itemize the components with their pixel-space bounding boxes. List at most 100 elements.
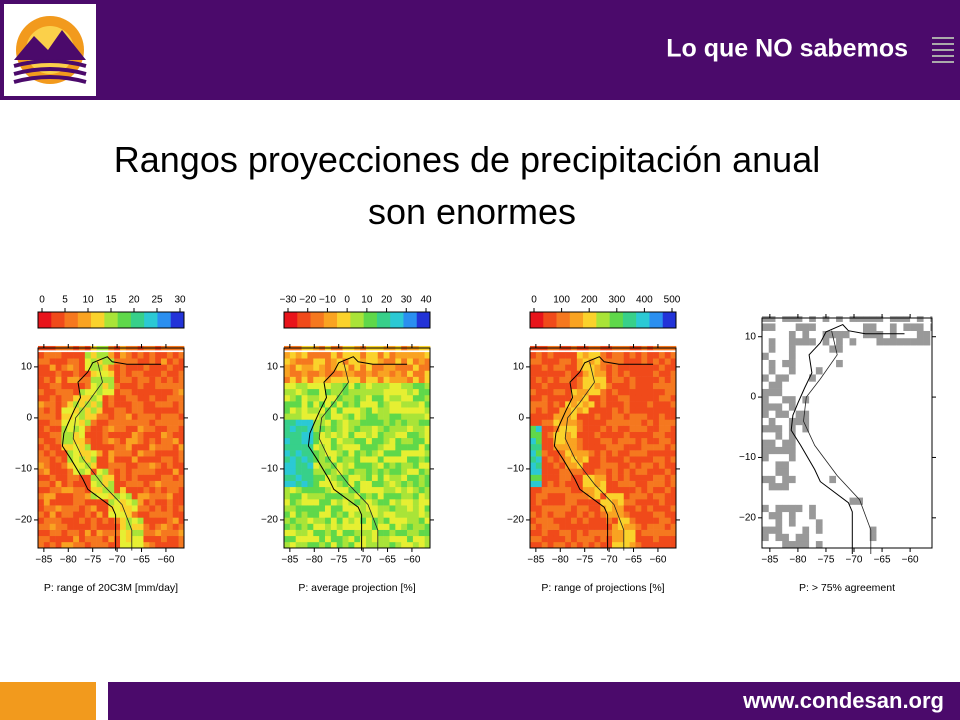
map-cell [418,456,425,463]
map-cell [79,431,86,439]
map-cell [571,505,578,512]
map-cell [371,437,379,445]
map-cell [289,376,297,383]
map-cell [842,453,850,462]
map-cell [155,376,162,383]
map-cell [161,388,168,396]
map-cell [137,456,144,463]
map-cell [571,486,578,494]
map-cell [412,382,420,390]
map-cell [883,366,891,375]
map-cell [594,535,601,543]
map-cell [658,492,666,500]
map-cell [664,456,671,463]
map-cell [354,376,361,383]
map-cell [588,370,595,377]
map-cell [38,499,45,506]
map-cell [166,388,174,396]
map-cell [313,511,320,518]
map-cell [401,529,408,537]
map-cell [49,462,56,469]
map-cell [336,535,343,543]
map-cell [348,529,355,537]
map-cell [802,374,810,382]
map-cell [923,468,931,476]
map-cell [61,352,68,359]
map-cell [166,486,174,494]
map-cell [161,352,168,359]
map-cell [131,443,138,451]
map-cell [768,468,776,476]
map-cell [418,529,425,537]
map-cell [143,431,150,439]
map-cell [125,382,133,390]
map-cell [670,376,677,383]
map-cell [371,376,379,383]
map-cell [600,505,607,512]
map-cell [535,535,543,543]
map-cell [836,533,844,542]
map-cell [342,413,349,420]
map-cell [377,517,384,524]
map-cell [670,388,677,396]
map-cell [102,407,109,414]
map-cell [149,450,156,457]
map-cell [178,370,185,377]
map-cell [49,352,56,359]
map-cell [782,395,790,404]
map-cell [836,359,844,368]
map-cell [869,533,877,542]
map-cell [670,541,677,549]
map-cell [131,352,138,359]
map-cell [856,504,864,513]
x-tick-label: −75 [330,555,347,566]
map-cell [49,364,56,371]
map-cell [377,486,384,494]
map-cell [647,401,654,408]
map-cell [629,425,636,432]
map-cell [284,480,291,488]
map-cell [576,468,584,475]
map-cell [348,370,355,377]
map-cell [612,517,619,524]
map-cell [342,517,349,524]
map-cell [623,352,630,359]
map-cell [342,511,349,518]
map-cell [336,499,343,506]
map-cell [849,374,857,382]
map-cell [822,504,830,513]
map-cell [301,462,308,469]
map-cell [530,419,537,426]
map-cell [377,413,384,420]
map-cell [559,499,566,506]
map-cell [903,461,911,469]
map-cell [143,462,150,469]
map-cell [389,468,396,475]
map-cell [612,352,619,359]
map-cell [822,330,830,339]
map-cell [768,490,776,498]
map-cell [594,505,601,512]
map-cell [822,381,830,389]
map-cell [125,376,133,383]
map-cell [768,410,776,418]
map-cell [284,492,291,500]
map-cell [658,437,666,445]
map-cell [876,453,884,462]
map-cell [916,475,924,484]
map-cell [541,443,548,451]
map-cell [623,499,630,506]
map-cell [73,364,80,371]
map-cell [547,505,554,512]
map-cell [535,401,543,408]
map-cell [131,419,138,426]
map-cell [342,474,349,481]
map-cell [822,323,830,331]
map-cell [600,364,607,371]
map-cell [172,529,179,537]
map-cell [903,395,911,404]
map-cell [802,468,810,476]
map-cell [389,505,396,512]
map-cell [377,382,384,390]
map-cell [849,540,857,549]
